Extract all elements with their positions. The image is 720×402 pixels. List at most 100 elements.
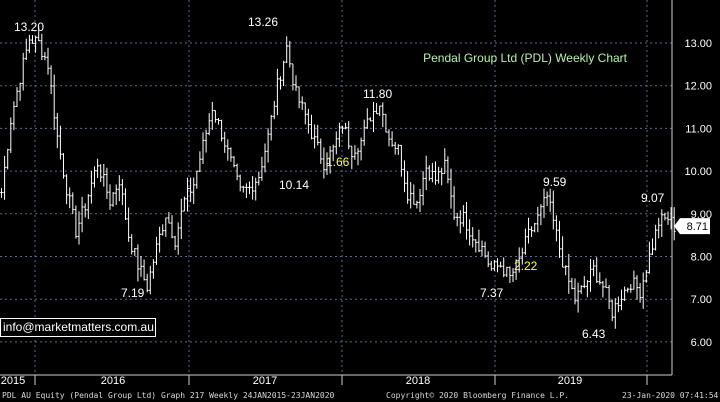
price-bar [372, 101, 375, 133]
price-bar [517, 247, 521, 273]
x-tick-label: 2016 [101, 375, 125, 387]
price-bar [558, 220, 561, 258]
price-bar [365, 108, 369, 129]
price-bar [248, 181, 251, 195]
price-bar [77, 211, 81, 245]
price-bar [455, 212, 459, 227]
price-bar [458, 210, 462, 234]
y-tick-label: 6.00 [691, 337, 712, 349]
price-bar [570, 277, 574, 290]
price-bar [434, 161, 437, 185]
price-bar [313, 124, 316, 149]
price-bar [623, 286, 626, 301]
price-bar [0, 188, 3, 198]
price-bar [15, 87, 19, 107]
x-axis: 2015 2016 2017 2018 2019 [0, 374, 672, 387]
price-bar [576, 282, 580, 313]
annotation-label: 6.43 [582, 327, 606, 341]
price-bar [579, 285, 583, 294]
price-bar [139, 255, 143, 277]
price-bar [303, 102, 307, 125]
price-bar [564, 265, 568, 276]
price-bar [31, 35, 34, 44]
price-bar [499, 261, 502, 268]
price-bar [322, 147, 326, 179]
price-bar [148, 265, 152, 295]
price-bar [468, 219, 471, 246]
price-bar [37, 26, 41, 42]
price-bar [297, 86, 301, 109]
price-bar [353, 145, 357, 160]
price-bar [338, 122, 341, 147]
price-bar [55, 112, 59, 149]
price-bar [511, 267, 515, 282]
price-bar [536, 206, 540, 233]
price-bar [477, 229, 481, 253]
price-bar [555, 215, 558, 242]
price-bar [524, 228, 527, 255]
price-bar [607, 284, 611, 310]
price-bar [375, 103, 378, 115]
price-bar [155, 236, 158, 265]
price-bar [21, 52, 25, 91]
price-bar [254, 177, 258, 201]
price-bar [641, 272, 645, 309]
price-bar [74, 205, 78, 239]
x-tick-label: 2015 [1, 375, 25, 387]
x-tick-label: 2019 [558, 375, 582, 387]
price-bar [24, 38, 28, 61]
price-bar [6, 148, 10, 170]
price-bar [192, 177, 196, 204]
price-bar [142, 259, 146, 281]
price-bar [245, 183, 248, 198]
price-bar [9, 117, 13, 154]
price-bar [582, 276, 586, 289]
price-bar [319, 138, 323, 164]
last-price-marker: 8.71 [674, 218, 710, 235]
price-bar [229, 147, 233, 162]
price-bar [260, 156, 264, 181]
price-bar [409, 182, 413, 209]
y-tick-label: 11.00 [685, 123, 712, 135]
price-bar [446, 156, 450, 184]
price-bar [214, 110, 217, 123]
footer-timestamp: 23-Jan-2020 07:41:54 [622, 391, 719, 400]
price-bar [285, 36, 289, 64]
price-bar [334, 131, 338, 155]
price-bar [68, 187, 72, 209]
price-bar [99, 164, 103, 183]
annotation-label: 1.66 [326, 155, 350, 169]
price-bar [520, 247, 524, 265]
price-bar [604, 278, 608, 289]
price-bar [195, 170, 199, 189]
price-bar [186, 177, 189, 212]
price-bar [533, 222, 537, 233]
price-bar [291, 63, 295, 91]
footer-copyright: Copyright© 2020 Bloomberg Finance L.P. [386, 391, 570, 400]
price-bar [613, 298, 617, 329]
price-bar [620, 289, 623, 311]
price-bar [347, 121, 351, 150]
annotation-label: 2.22 [514, 259, 538, 273]
price-bar [310, 114, 313, 140]
price-bar [672, 207, 676, 241]
price-bar [452, 186, 456, 220]
price-bar [266, 128, 270, 163]
price-bar [46, 47, 50, 75]
price-bar [117, 175, 121, 202]
price-bar [83, 203, 87, 218]
price-bar [210, 101, 214, 130]
price-bar [406, 171, 409, 204]
price-bar [121, 179, 124, 206]
price-bar [235, 163, 239, 181]
y-tick-label: 10.00 [684, 166, 712, 178]
price-bar [505, 266, 509, 278]
annotations: 13.20 13.26 11.80 1.66 10.14 7.19 9.59 2.22 7.37… [14, 15, 665, 341]
price-bar [220, 119, 223, 142]
price-bar [170, 215, 174, 239]
last-price-box [674, 218, 710, 235]
price-bar [638, 283, 642, 303]
price-bar [449, 168, 453, 209]
price-bar [167, 212, 171, 224]
price-bar [164, 217, 168, 237]
